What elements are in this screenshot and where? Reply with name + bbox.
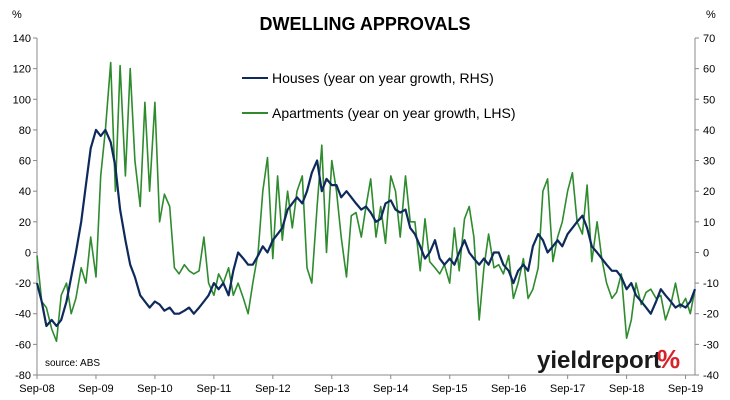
right-tick-label: 0 [703, 247, 709, 259]
x-tick-label: Sep-17 [550, 383, 585, 395]
left-tick-label: 100 [13, 94, 31, 106]
left-tick-label: 20 [19, 217, 31, 229]
series-layer [35, 61, 697, 343]
left-tick-label: -20 [15, 278, 31, 290]
left-tick-label: -60 [15, 339, 31, 351]
right-tick-label: 20 [703, 186, 715, 198]
right-axis-ticks: 70 60 50 40 30 20 10 0 -10 -20 -30 -40 [695, 33, 719, 382]
left-tick-label: 140 [13, 33, 31, 45]
right-tick-label: 40 [703, 125, 715, 137]
series-line-houses [35, 128, 697, 328]
left-tick-label: -80 [15, 370, 31, 382]
yieldreport-logo: yieldreport % [537, 344, 680, 374]
left-tick-label: 80 [19, 125, 31, 137]
x-tick-label: Sep-14 [373, 383, 408, 395]
x-tick-label: Sep-18 [609, 383, 644, 395]
right-tick-label: -10 [703, 278, 719, 290]
legend-label-apartments: Apartments (year on year growth, LHS) [272, 105, 516, 121]
left-tick-label: 120 [13, 64, 31, 76]
right-tick-label: -20 [703, 309, 719, 321]
legend-label-houses: Houses (year on year growth, RHS) [272, 70, 494, 86]
right-axis-unit: % [706, 9, 716, 21]
logo-wordmark: yieldreport [537, 347, 661, 374]
x-tick-label: Sep-13 [314, 383, 349, 395]
legend: Houses (year on year growth, RHS) Apartm… [242, 70, 516, 121]
logo-percent-symbol: % [657, 344, 680, 374]
right-tick-label: -30 [703, 339, 719, 351]
x-tick-label: Sep-08 [19, 383, 54, 395]
right-tick-label: 30 [703, 156, 715, 168]
x-tick-label: Sep-19 [668, 383, 703, 395]
left-tick-label: 0 [25, 247, 31, 259]
left-axis-unit: % [12, 9, 22, 21]
right-tick-label: 10 [703, 217, 715, 229]
right-tick-label: -40 [703, 370, 719, 382]
axes [36, 38, 696, 376]
x-tick-label: Sep-10 [137, 383, 172, 395]
source-note: source: ABS [45, 358, 100, 369]
x-tick-label: Sep-15 [432, 383, 467, 395]
left-tick-label: 60 [19, 156, 31, 168]
x-tick-label: Sep-09 [78, 383, 113, 395]
left-axis-ticks: 140 120 100 80 60 40 20 0 -20 -40 -60 -80 [13, 33, 37, 382]
right-tick-label: 50 [703, 94, 715, 106]
right-tick-label: 60 [703, 64, 715, 76]
x-tick-label: Sep-12 [255, 383, 290, 395]
chart-title: DWELLING APPROVALS [259, 14, 471, 34]
x-tick-label: Sep-11 [197, 383, 232, 395]
right-tick-label: 70 [703, 33, 715, 45]
left-tick-label: -40 [15, 309, 31, 321]
x-axis-ticks: Sep-08 Sep-09 Sep-10 Sep-11 Sep-12 Sep-13 Sep-… [19, 375, 703, 395]
left-tick-label: 40 [19, 186, 31, 198]
x-tick-label: Sep-16 [491, 383, 526, 395]
